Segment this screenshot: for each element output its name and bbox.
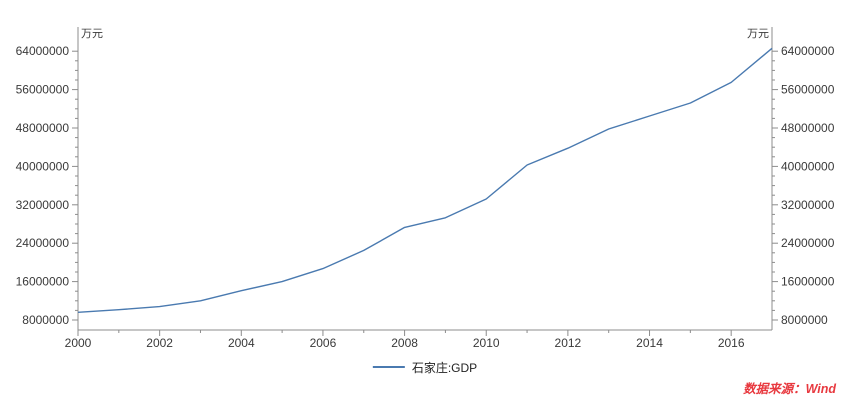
x-axis-tick-label: 2002 [146,336,173,350]
x-axis-tick-label: 2010 [473,336,500,350]
y-axis-tick-label-right: 48000000 [781,121,835,135]
x-axis-tick-label: 2006 [310,336,337,350]
data-source-note: 数据来源：Wind [743,382,836,396]
legend-line-swatch [372,366,405,368]
chart-legend: 石家庄:GDP [372,359,478,375]
y-axis-tick-label-left: 40000000 [16,159,70,173]
legend-series-label: 石家庄:GDP [411,360,478,375]
y-axis-tick-label-right: 56000000 [781,83,835,97]
y-axis-unit-left: 万元 [81,28,103,40]
x-axis-tick-label: 2016 [718,336,745,350]
y-axis-tick-label-left: 64000000 [16,44,70,58]
x-axis-tick-label: 2012 [555,336,582,350]
x-axis-tick-label: 2008 [391,336,418,350]
y-axis-tick-label-left: 8000000 [22,313,69,327]
x-axis-tick-label: 2000 [65,336,92,350]
y-axis-tick-label-right: 8000000 [781,313,828,327]
y-axis-unit-right: 万元 [747,28,769,40]
y-axis-tick-label-right: 24000000 [781,236,835,250]
y-axis-tick-label-left: 48000000 [16,121,70,135]
x-axis-tick-label: 2004 [228,336,255,350]
y-axis-tick-label-right: 16000000 [781,275,835,289]
x-axis-tick-label: 2014 [636,336,663,350]
y-axis-tick-label-left: 56000000 [16,83,70,97]
gdp-series-line [77,47,773,313]
y-axis-tick-label-left: 32000000 [16,198,70,212]
y-axis-tick-label-right: 32000000 [781,198,835,212]
y-axis-tick-label-right: 64000000 [781,44,835,58]
y-axis-tick-label-left: 24000000 [16,236,70,250]
y-axis-tick-label-left: 16000000 [16,275,70,289]
y-axis-tick-label-right: 40000000 [781,159,835,173]
